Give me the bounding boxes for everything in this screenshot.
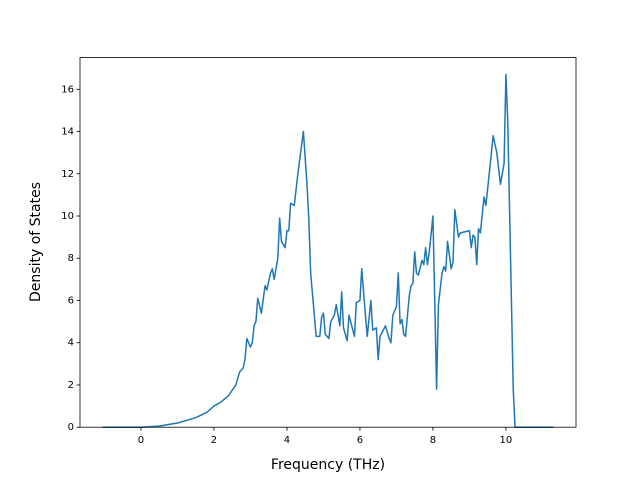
y-tick-label: 8	[68, 253, 74, 264]
x-tick-label: 4	[284, 435, 290, 446]
y-tick-label: 12	[61, 169, 74, 180]
x-tick-label: 10	[500, 435, 513, 446]
x-tick-label: 0	[138, 435, 144, 446]
x-tick-label: 8	[430, 435, 436, 446]
y-tick-label: 0	[68, 422, 74, 433]
y-tick-label: 10	[61, 211, 74, 222]
y-axis-label: Density of States	[28, 182, 44, 302]
y-tick-label: 4	[68, 338, 74, 349]
data-line	[102, 73, 554, 428]
y-tick-label: 2	[68, 380, 74, 391]
y-tick-label: 14	[61, 127, 74, 138]
x-tick-label: 6	[357, 435, 363, 446]
y-tick-label: 6	[68, 295, 74, 306]
x-axis-label: Frequency (THz)	[271, 457, 385, 473]
y-tick-label: 16	[61, 84, 74, 95]
plot-frame	[79, 57, 577, 428]
x-tick-label: 2	[211, 435, 217, 446]
